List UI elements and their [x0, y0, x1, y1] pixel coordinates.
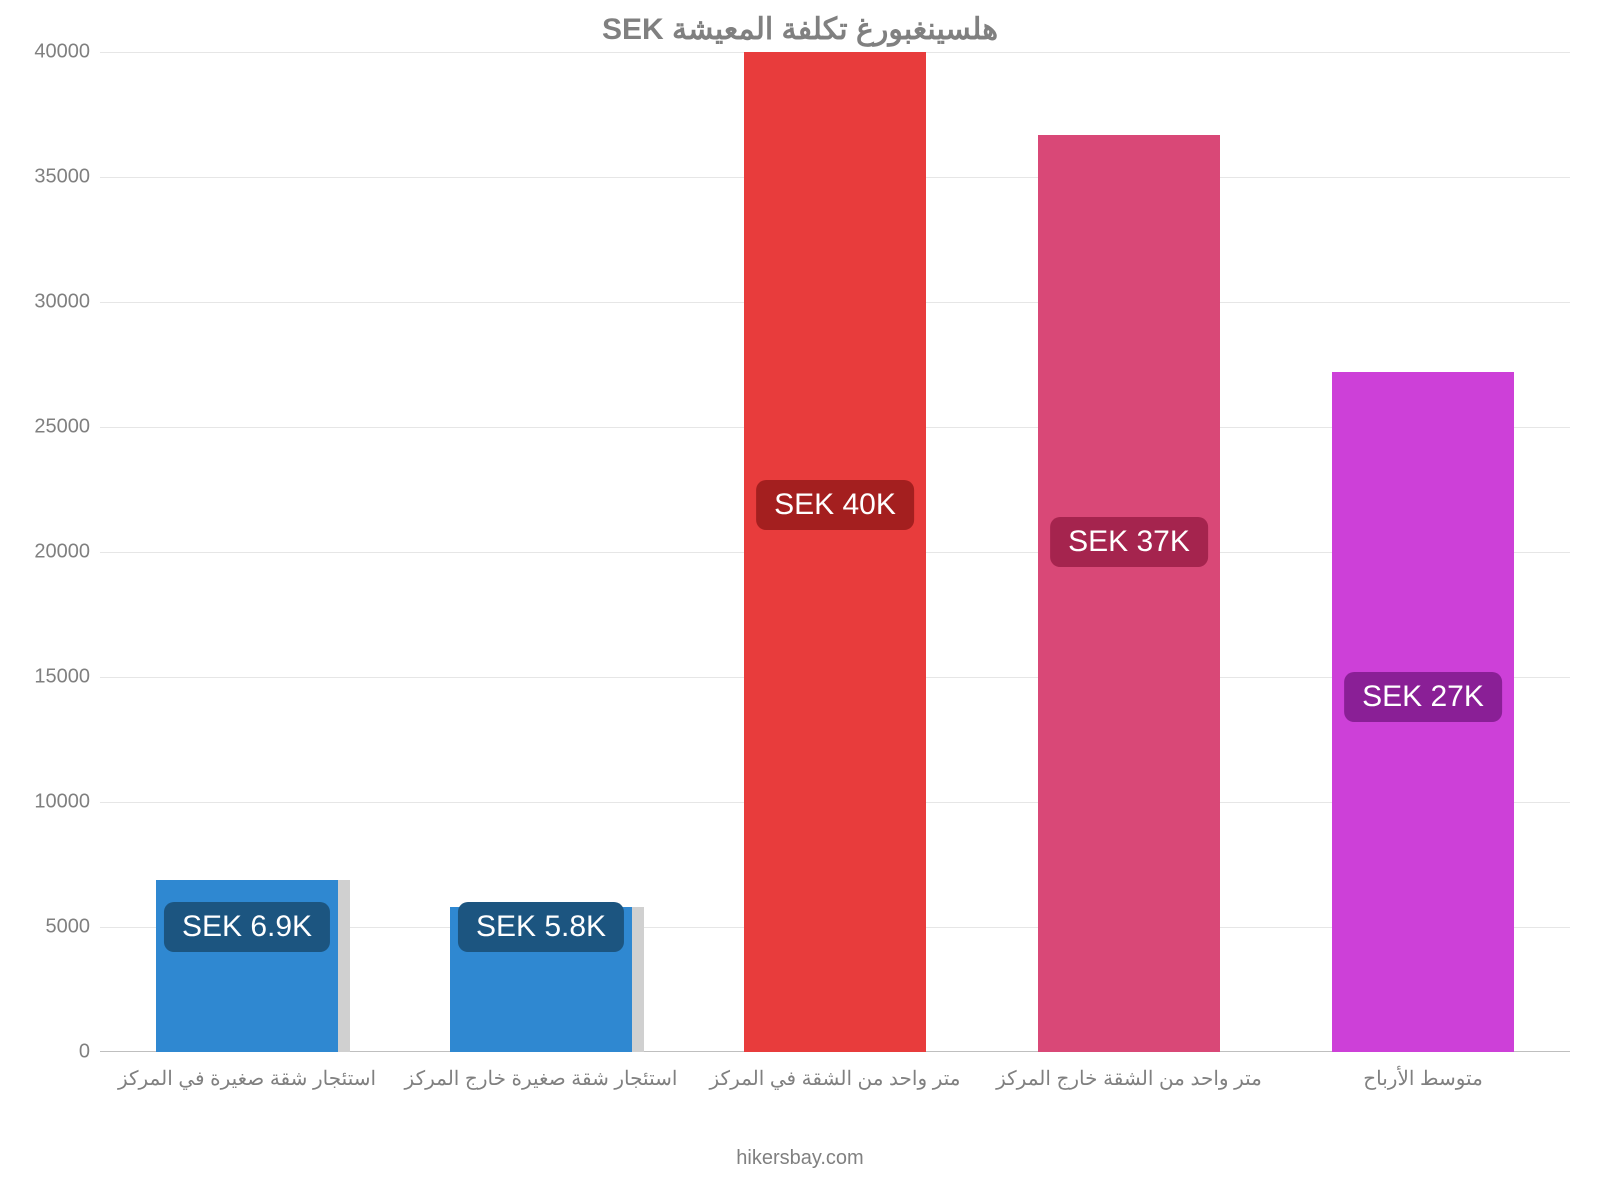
x-tick-label: استئجار شقة صغيرة خارج المركز: [405, 1052, 678, 1091]
plot-area: 0500010000150002000025000300003500040000…: [100, 52, 1570, 1052]
value-badge: SEK 27K: [1344, 672, 1502, 722]
y-tick-label: 20000: [34, 541, 100, 564]
bar: [744, 52, 926, 1052]
chart-container: هلسينغبورغ تكلفة المعيشة SEK 05000100001…: [0, 0, 1600, 1200]
y-tick-label: 15000: [34, 666, 100, 689]
y-tick-label: 25000: [34, 416, 100, 439]
y-tick-label: 40000: [34, 41, 100, 64]
y-tick-label: 0: [79, 1041, 100, 1064]
x-tick-label: متوسط الأرباح: [1363, 1052, 1483, 1091]
chart-title: هلسينغبورغ تكلفة المعيشة SEK: [0, 12, 1600, 47]
y-tick-label: 5000: [46, 916, 101, 939]
value-badge: SEK 40K: [756, 480, 914, 530]
bar: [1038, 135, 1220, 1053]
value-badge: SEK 6.9K: [164, 902, 330, 952]
attribution: hikersbay.com: [0, 1147, 1600, 1170]
y-tick-label: 35000: [34, 166, 100, 189]
x-tick-label: متر واحد من الشقة خارج المركز: [996, 1052, 1262, 1091]
x-tick-label: متر واحد من الشقة في المركز: [710, 1052, 961, 1091]
x-tick-label: استئجار شقة صغيرة في المركز: [118, 1052, 376, 1091]
y-tick-label: 10000: [34, 791, 100, 814]
value-badge: SEK 37K: [1050, 517, 1208, 567]
value-badge: SEK 5.8K: [458, 902, 624, 952]
y-tick-label: 30000: [34, 291, 100, 314]
